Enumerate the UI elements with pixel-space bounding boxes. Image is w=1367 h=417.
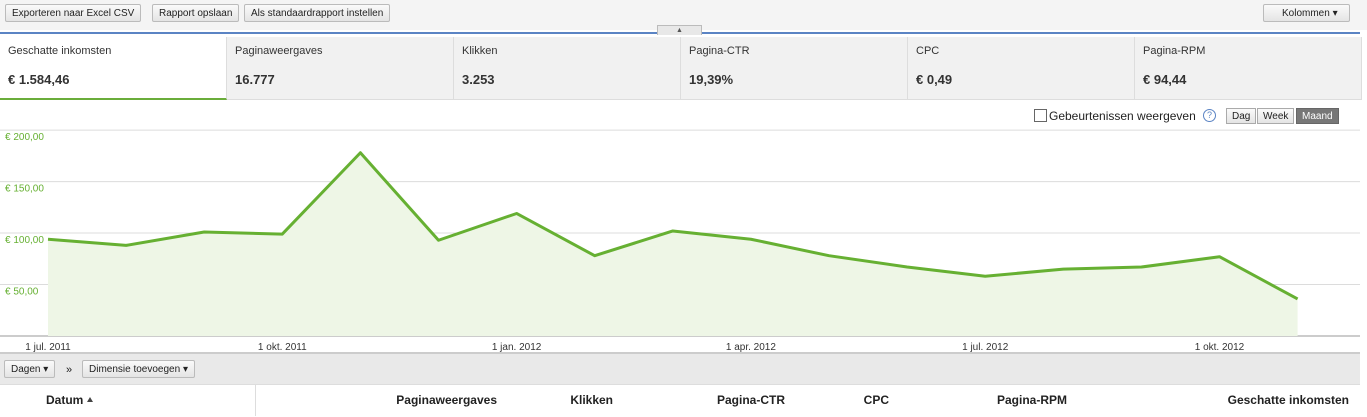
table-header [0,384,1360,417]
period-button[interactable]: Dag [1226,108,1257,124]
column-divider [255,385,256,416]
y-tick-label: € 200,00 [5,132,44,143]
x-tick-label: 1 jan. 2012 [492,342,542,353]
dimension-dropdown[interactable]: Dagen ▾ [4,360,56,378]
metric-tab[interactable]: Paginaweergaves 16.777 [227,37,454,100]
header-cell[interactable]: Paginaweergaves [396,393,497,407]
x-tick-label: 1 jul. 2012 [962,342,1009,353]
export-button[interactable]: Exporteren naar Excel CSV [5,4,142,22]
collapse-handle[interactable]: ▲ [657,25,702,35]
metric-tab[interactable]: CPC € 0,49 [908,37,1135,100]
metric-value: € 94,44 [1143,72,1187,87]
sort-arrow [87,397,93,402]
metric-label: Klikken [462,45,498,57]
default-button[interactable]: Als standaardrapport instellen [244,4,391,22]
x-tick-label: 1 apr. 2012 [726,342,776,353]
y-tick-label: € 150,00 [5,184,44,195]
x-tick-label: 1 okt. 2012 [1195,342,1245,353]
metric-label: CPC [916,45,940,57]
header-cell[interactable]: Klikken [570,393,613,407]
metric-value: € 0,49 [916,72,953,87]
help-icon[interactable]: ? [1203,109,1216,122]
header-cell[interactable]: CPC [863,393,889,407]
columns-button[interactable]: Kolommen ▾ [1263,4,1350,22]
metric-label: Geschatte inkomsten [8,45,112,57]
metric-tab[interactable]: Pagina-RPM € 94,44 [1135,37,1362,100]
header-cell[interactable]: Pagina-RPM [996,393,1067,407]
add-dimension-label: Dimensie toevoegen [89,364,181,375]
add-dimension[interactable]: Dimensie toevoegen ▾ [82,360,195,378]
metric-value: 3.253 [462,72,495,87]
events-checkbox[interactable] [1034,109,1047,122]
save-button[interactable]: Rapport opslaan [152,4,240,22]
metric-tab[interactable]: Geschatte inkomsten € 1.584,46 [0,37,227,100]
chart-panel: € 50,00 € 100,00 € 150,00 € 200,00 1 jul. 20… [0,100,1360,353]
x-tick-label: 1 okt. 2011 [258,342,307,353]
events-label: Gebeurtenissen weergeven [1049,109,1196,123]
header-cell[interactable]: Geschatte inkomsten [1227,393,1349,407]
separator: » [66,364,73,376]
dimension-label: Dagen [11,364,41,375]
y-tick-label: € 50,00 [5,287,39,298]
metric-value: € 1.584,46 [8,72,70,87]
period-button[interactable]: Week [1257,108,1295,124]
columns-label: Kolommen [1282,8,1330,19]
metric-label: Paginaweergaves [235,45,323,57]
dimension-bar [0,353,1360,384]
x-tick-label: 1 jul. 2011 [25,342,71,353]
line [47,151,1299,301]
metric-tab[interactable]: Klikken 3.253 [454,37,681,100]
metric-tab[interactable]: Pagina-CTR 19,39% [681,37,908,100]
header-cell[interactable]: Pagina-CTR [716,393,785,407]
period-button[interactable]: Maand [1296,108,1339,124]
header-cell[interactable]: Datum [46,393,84,407]
metric-label: Pagina-CTR [689,45,750,57]
chart: € 50,00 € 100,00 € 150,00 € 200,00 1 jul. 20… [0,129,1360,353]
y-tick-label: € 100,00 [5,235,44,246]
metric-label: Pagina-RPM [1143,45,1206,57]
metric-value: 16.777 [235,72,275,87]
metric-value: 19,39% [689,72,734,87]
area [48,152,1298,336]
